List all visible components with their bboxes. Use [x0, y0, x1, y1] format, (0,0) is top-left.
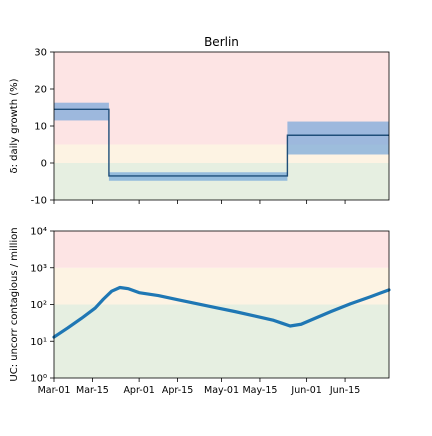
contagious-ytick-label: 10⁴ — [30, 227, 47, 238]
growth-ytick-label: -10 — [31, 196, 47, 207]
xtick-label: May-15 — [242, 385, 277, 396]
xtick-label: Mar-15 — [76, 385, 109, 396]
growth-chart: -10 0 10 20 30 Berlin δ: daily growth (%) — [9, 35, 390, 207]
growth-chart-title: Berlin — [204, 35, 239, 49]
contagious-zone-1 — [54, 267, 389, 305]
growth-ytick-label: 10 — [34, 122, 47, 133]
xtick-label: May-01 — [204, 385, 239, 396]
contagious-zone-2 — [54, 231, 389, 268]
xtick-label: Jun-15 — [329, 385, 360, 396]
growth-ytick-label: 0 — [41, 159, 47, 170]
contagious-line — [52, 285, 391, 339]
xtick-label: Apr-01 — [123, 385, 154, 396]
growth-ytick-label: 30 — [34, 48, 47, 59]
contagious-chart: 10⁰ 10¹ 10² 10³ 10⁴ Mar-01 Mar-15 Apr-01 Apr-15… — [9, 227, 391, 396]
growth-line — [54, 108, 389, 177]
contagious-ytick-label: 10³ — [30, 263, 47, 274]
contagious-chart-ylabel: UC: uncorr contagious / million — [9, 227, 20, 381]
growth-band-0 — [54, 102, 109, 121]
xtick-label: Mar-01 — [38, 385, 71, 396]
growth-zone-0 — [54, 163, 389, 200]
contagious-zone-0 — [54, 304, 389, 378]
contagious-ytick-label: 10² — [30, 300, 47, 311]
xtick-label: Apr-15 — [162, 385, 193, 396]
contagious-ytick-label: 10¹ — [30, 337, 47, 348]
xtick-label: Jun-01 — [290, 385, 321, 396]
contagious-ytick-label: 10⁰ — [30, 374, 47, 385]
growth-chart-ylabel: δ: daily growth (%) — [9, 78, 20, 173]
growth-ytick-label: 20 — [34, 85, 47, 96]
growth-band-2 — [287, 121, 389, 155]
